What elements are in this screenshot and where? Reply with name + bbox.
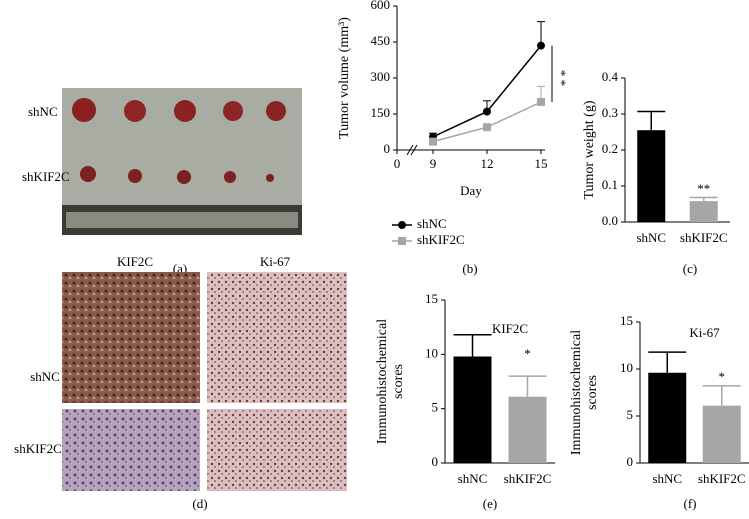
legend-label: shNC xyxy=(417,216,447,231)
y-tick-label: 0 xyxy=(432,454,439,469)
x-tick-label: 9 xyxy=(430,156,437,171)
panel-label: (c) xyxy=(683,261,697,276)
bar xyxy=(702,405,741,463)
panel-label: (f) xyxy=(684,496,697,511)
significance: * xyxy=(719,369,726,384)
row-label: shNC xyxy=(30,369,60,384)
row-label: shKIF2C xyxy=(14,441,62,456)
y-tick-label: 300 xyxy=(371,69,391,84)
y-tick-label: 5 xyxy=(432,400,439,415)
y-tick-label: 0 xyxy=(384,141,391,156)
significance: * * xyxy=(554,70,569,86)
y-tick-label: 15 xyxy=(620,313,633,328)
row-label: shNC xyxy=(28,104,58,119)
panel-label: (e) xyxy=(483,496,497,511)
series-line xyxy=(432,45,542,138)
bar xyxy=(508,396,547,463)
photo-a xyxy=(62,88,302,235)
legend-marker xyxy=(398,237,406,245)
column-label: Ki-67 xyxy=(260,254,291,269)
x-tick-label: shKIF2C xyxy=(680,230,728,245)
photo-d xyxy=(62,272,347,491)
axis-break xyxy=(406,144,414,156)
y-axis-label: scores xyxy=(585,375,600,410)
bar xyxy=(453,356,492,463)
point xyxy=(429,137,437,146)
significance: * xyxy=(524,346,531,361)
y-axis-label: Immunohistochemical xyxy=(375,319,390,444)
panel-label: (d) xyxy=(192,496,207,511)
y-tick-label: 0.0 xyxy=(602,213,618,228)
y-tick-label: 5 xyxy=(627,407,634,422)
y-axis-label: Tumor weight (g) xyxy=(582,100,597,199)
point xyxy=(537,41,545,50)
y-tick-label: 15 xyxy=(425,291,438,306)
x-tick-label: shKIF2C xyxy=(504,471,552,486)
chart-title: Ki-67 xyxy=(689,325,720,340)
row-label: shKIF2C xyxy=(22,169,70,184)
y-axis-label: scores xyxy=(391,364,406,399)
y-tick-label: 0 xyxy=(627,454,634,469)
x-tick-label: shNC xyxy=(652,471,682,486)
x-tick-label: 0 xyxy=(394,156,401,171)
chart-title: KIF2C xyxy=(492,321,528,336)
point xyxy=(537,98,545,106)
y-tick-label: 150 xyxy=(371,105,391,120)
y-axis-label: Tumor volume (mm³) xyxy=(337,17,352,139)
y-tick-label: 0.1 xyxy=(602,177,618,192)
x-tick-label: 15 xyxy=(535,156,548,171)
y-tick-label: 600 xyxy=(371,0,391,12)
y-tick-label: 0.3 xyxy=(602,105,618,120)
legend-label: shKIF2C xyxy=(417,232,465,247)
column-label: KIF2C xyxy=(117,254,153,269)
bar xyxy=(689,201,718,222)
point xyxy=(483,123,491,132)
panel-label: (b) xyxy=(462,261,477,276)
x-tick-label: shNC xyxy=(458,471,488,486)
x-tick-label: shKIF2C xyxy=(698,471,746,486)
axis-break xyxy=(410,144,418,156)
significance: ** xyxy=(697,181,710,196)
x-tick-label: 12 xyxy=(481,156,494,171)
y-tick-label: 10 xyxy=(620,360,633,375)
y-tick-label: 0.4 xyxy=(602,69,619,84)
bar xyxy=(648,372,687,463)
y-tick-label: 0.2 xyxy=(602,141,618,156)
x-tick-label: shNC xyxy=(636,230,666,245)
y-tick-label: 450 xyxy=(371,33,391,48)
x-axis-label: Day xyxy=(460,183,482,198)
point xyxy=(483,107,491,116)
y-axis-label: Immunohistochemical xyxy=(569,330,584,455)
legend-marker xyxy=(398,221,406,229)
y-tick-label: 10 xyxy=(425,345,438,360)
bar xyxy=(637,130,666,222)
